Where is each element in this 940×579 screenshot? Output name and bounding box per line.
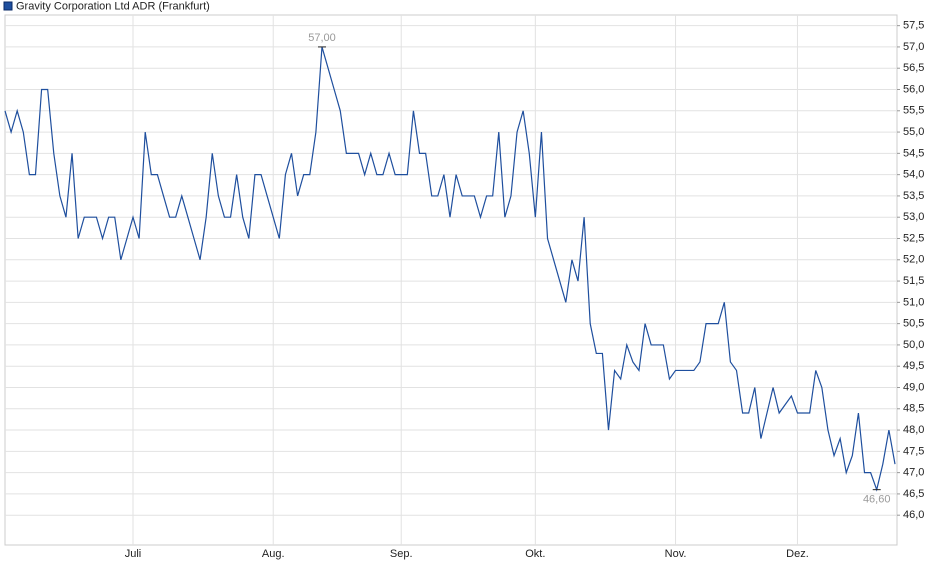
x-tick-label: Juli <box>125 548 142 560</box>
value-label: 46,60 <box>863 494 891 506</box>
y-tick-label: 55,0 <box>903 126 924 138</box>
y-tick-label: 54,5 <box>903 147 924 159</box>
y-tick-label: 55,5 <box>903 105 924 117</box>
x-tick-label: Nov. <box>665 548 687 560</box>
x-tick-label: Sep. <box>390 548 413 560</box>
y-tick-label: 48,0 <box>903 424 924 436</box>
x-tick-label: Dez. <box>786 548 809 560</box>
plot-frame <box>4 14 898 546</box>
y-tick-label: 50,5 <box>903 318 924 330</box>
y-tick-label: 47,5 <box>903 445 924 457</box>
value-label: 57,00 <box>308 32 336 44</box>
legend-swatch <box>3 1 13 11</box>
price-line <box>4 46 896 492</box>
legend-label: Gravity Corporation Ltd ADR (Frankfurt) <box>16 0 210 12</box>
y-tick-label: 50,0 <box>903 339 924 351</box>
y-tick-label: 57,0 <box>903 41 924 53</box>
y-tick-label: 51,0 <box>903 296 924 308</box>
y-tick-label: 56,0 <box>903 83 924 95</box>
y-tick-label: 49,5 <box>903 360 924 372</box>
x-tick-label: Okt. <box>525 548 545 560</box>
y-tick-label: 47,0 <box>903 467 924 479</box>
y-tick-label: 49,0 <box>903 381 924 393</box>
y-tick-label: 56,5 <box>903 62 924 74</box>
y-tick-label: 46,0 <box>903 509 924 521</box>
y-tick-label: 46,5 <box>903 488 924 500</box>
y-tick-label: 54,0 <box>903 169 924 181</box>
y-tick-label: 52,5 <box>903 232 924 244</box>
y-tick-label: 53,5 <box>903 190 924 202</box>
y-tick-label: 51,5 <box>903 275 924 287</box>
y-tick-label: 53,0 <box>903 211 924 223</box>
x-tick-label: Aug. <box>262 548 285 560</box>
y-tick-label: 48,5 <box>903 403 924 415</box>
y-tick-label: 57,5 <box>903 20 924 32</box>
y-tick-label: 52,0 <box>903 254 924 266</box>
